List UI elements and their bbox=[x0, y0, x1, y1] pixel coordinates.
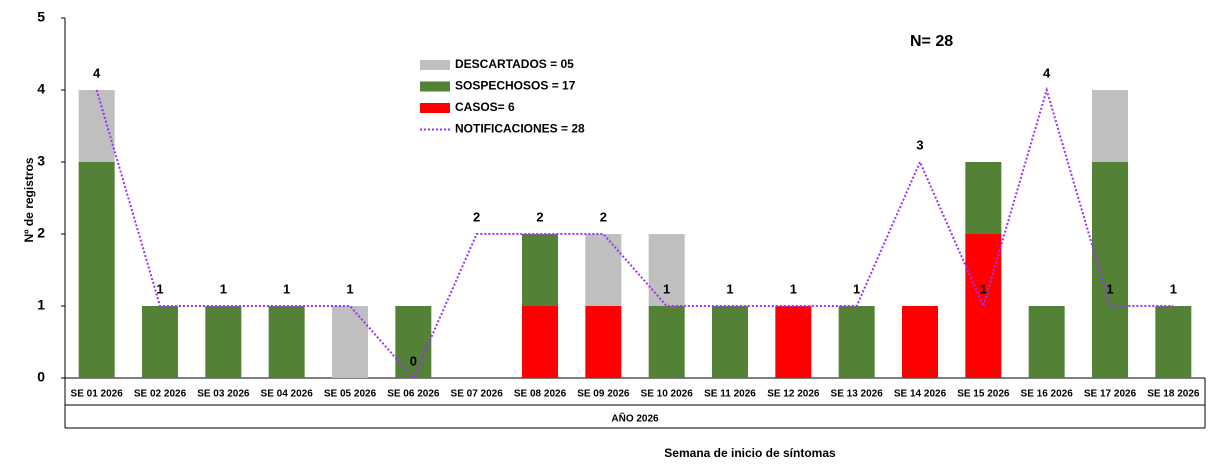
line-series bbox=[95, 86, 1174, 380]
x-group-label: AÑO 2026 bbox=[611, 412, 659, 425]
bar-segment bbox=[902, 306, 938, 378]
bar-segment bbox=[965, 162, 1002, 234]
x-tick-label: SE 08 2026 bbox=[514, 389, 567, 400]
bar-segment bbox=[585, 234, 622, 306]
y-tick-label: 3 bbox=[37, 153, 45, 169]
x-tick-label: SE 09 2026 bbox=[577, 389, 630, 400]
data-label: 1 bbox=[853, 281, 860, 296]
x-axis-label: Semana de inicio de síntomas bbox=[664, 446, 836, 460]
y-tick-label: 5 bbox=[37, 9, 45, 25]
data-label: 1 bbox=[726, 281, 733, 296]
x-tick-label: SE 03 2026 bbox=[197, 389, 250, 400]
data-label: 4 bbox=[93, 65, 101, 80]
annotation: N= 28 bbox=[910, 33, 953, 50]
data-label: 1 bbox=[980, 281, 987, 296]
x-tick-label: SE 10 2026 bbox=[641, 389, 694, 400]
data-label: 1 bbox=[1170, 281, 1177, 296]
data-label: 1 bbox=[220, 281, 227, 296]
bar-segment bbox=[522, 234, 558, 306]
data-label: 1 bbox=[156, 281, 163, 296]
legend-swatch bbox=[420, 60, 450, 70]
data-label: 2 bbox=[473, 209, 480, 224]
bar-segment bbox=[78, 90, 115, 162]
x-tick-label: SE 13 2026 bbox=[831, 389, 884, 400]
data-label: 0 bbox=[410, 353, 417, 368]
x-tick-label: SE 14 2026 bbox=[894, 389, 947, 400]
bar-segment bbox=[1028, 306, 1065, 378]
bar-segment bbox=[395, 306, 432, 378]
data-label: 4 bbox=[1043, 65, 1051, 80]
bar-segment bbox=[648, 234, 685, 306]
y-tick-label: 4 bbox=[37, 81, 45, 97]
x-tick-label: SE 16 2026 bbox=[1021, 389, 1074, 400]
data-label: 2 bbox=[600, 209, 607, 224]
bar-segment bbox=[522, 306, 558, 378]
bar-segment bbox=[775, 306, 812, 378]
bar-segment bbox=[268, 306, 305, 378]
x-tick-label: SE 15 2026 bbox=[957, 389, 1010, 400]
data-label: 3 bbox=[916, 137, 923, 152]
data-label: 1 bbox=[346, 281, 353, 296]
legend-swatch bbox=[420, 81, 450, 92]
bar-segment bbox=[965, 234, 1002, 378]
bar-segment bbox=[1092, 162, 1128, 378]
bar-segment bbox=[142, 306, 178, 378]
bar-segment bbox=[712, 306, 748, 378]
legend-label: SOSPECHOSOS = 17 bbox=[455, 79, 576, 93]
legend-swatch bbox=[420, 103, 450, 113]
x-tick-label: SE 07 2026 bbox=[451, 389, 504, 400]
x-tick-label: SE 04 2026 bbox=[261, 389, 314, 400]
x-tick-label: SE 02 2026 bbox=[134, 389, 187, 400]
y-tick-label: 0 bbox=[37, 369, 45, 385]
data-label: 1 bbox=[283, 281, 290, 296]
y-tick-label: 2 bbox=[37, 225, 45, 241]
data-label: 1 bbox=[663, 281, 670, 296]
bar-segment bbox=[205, 306, 242, 378]
data-label: 2 bbox=[536, 209, 543, 224]
x-tick-label: SE 11 2026 bbox=[704, 389, 756, 400]
bar-segment bbox=[585, 306, 622, 378]
bar-segment bbox=[1092, 90, 1128, 162]
bar-segment bbox=[648, 306, 685, 378]
legend-label: NOTIFICACIONES = 28 bbox=[455, 122, 585, 136]
data-label: 1 bbox=[1106, 281, 1113, 296]
x-tick-label: SE 06 2026 bbox=[387, 389, 440, 400]
x-tick-label: SE 18 2026 bbox=[1147, 389, 1200, 400]
x-tick-label: SE 17 2026 bbox=[1084, 389, 1137, 400]
legend-label: DESCARTADOS = 05 bbox=[455, 57, 574, 71]
bar-segment bbox=[1155, 306, 1192, 378]
x-tick-label: SE 05 2026 bbox=[324, 389, 377, 400]
data-label: 1 bbox=[790, 281, 797, 296]
bar-segment bbox=[838, 306, 875, 378]
y-axis-label: Nº de registros bbox=[22, 157, 36, 242]
bar-segment bbox=[78, 162, 115, 378]
x-tick-label: SE 01 2026 bbox=[71, 389, 124, 400]
bar-segment bbox=[332, 306, 368, 378]
legend-label: CASOS= 6 bbox=[455, 100, 515, 114]
y-tick-label: 1 bbox=[37, 297, 45, 313]
x-tick-label: SE 12 2026 bbox=[767, 389, 820, 400]
